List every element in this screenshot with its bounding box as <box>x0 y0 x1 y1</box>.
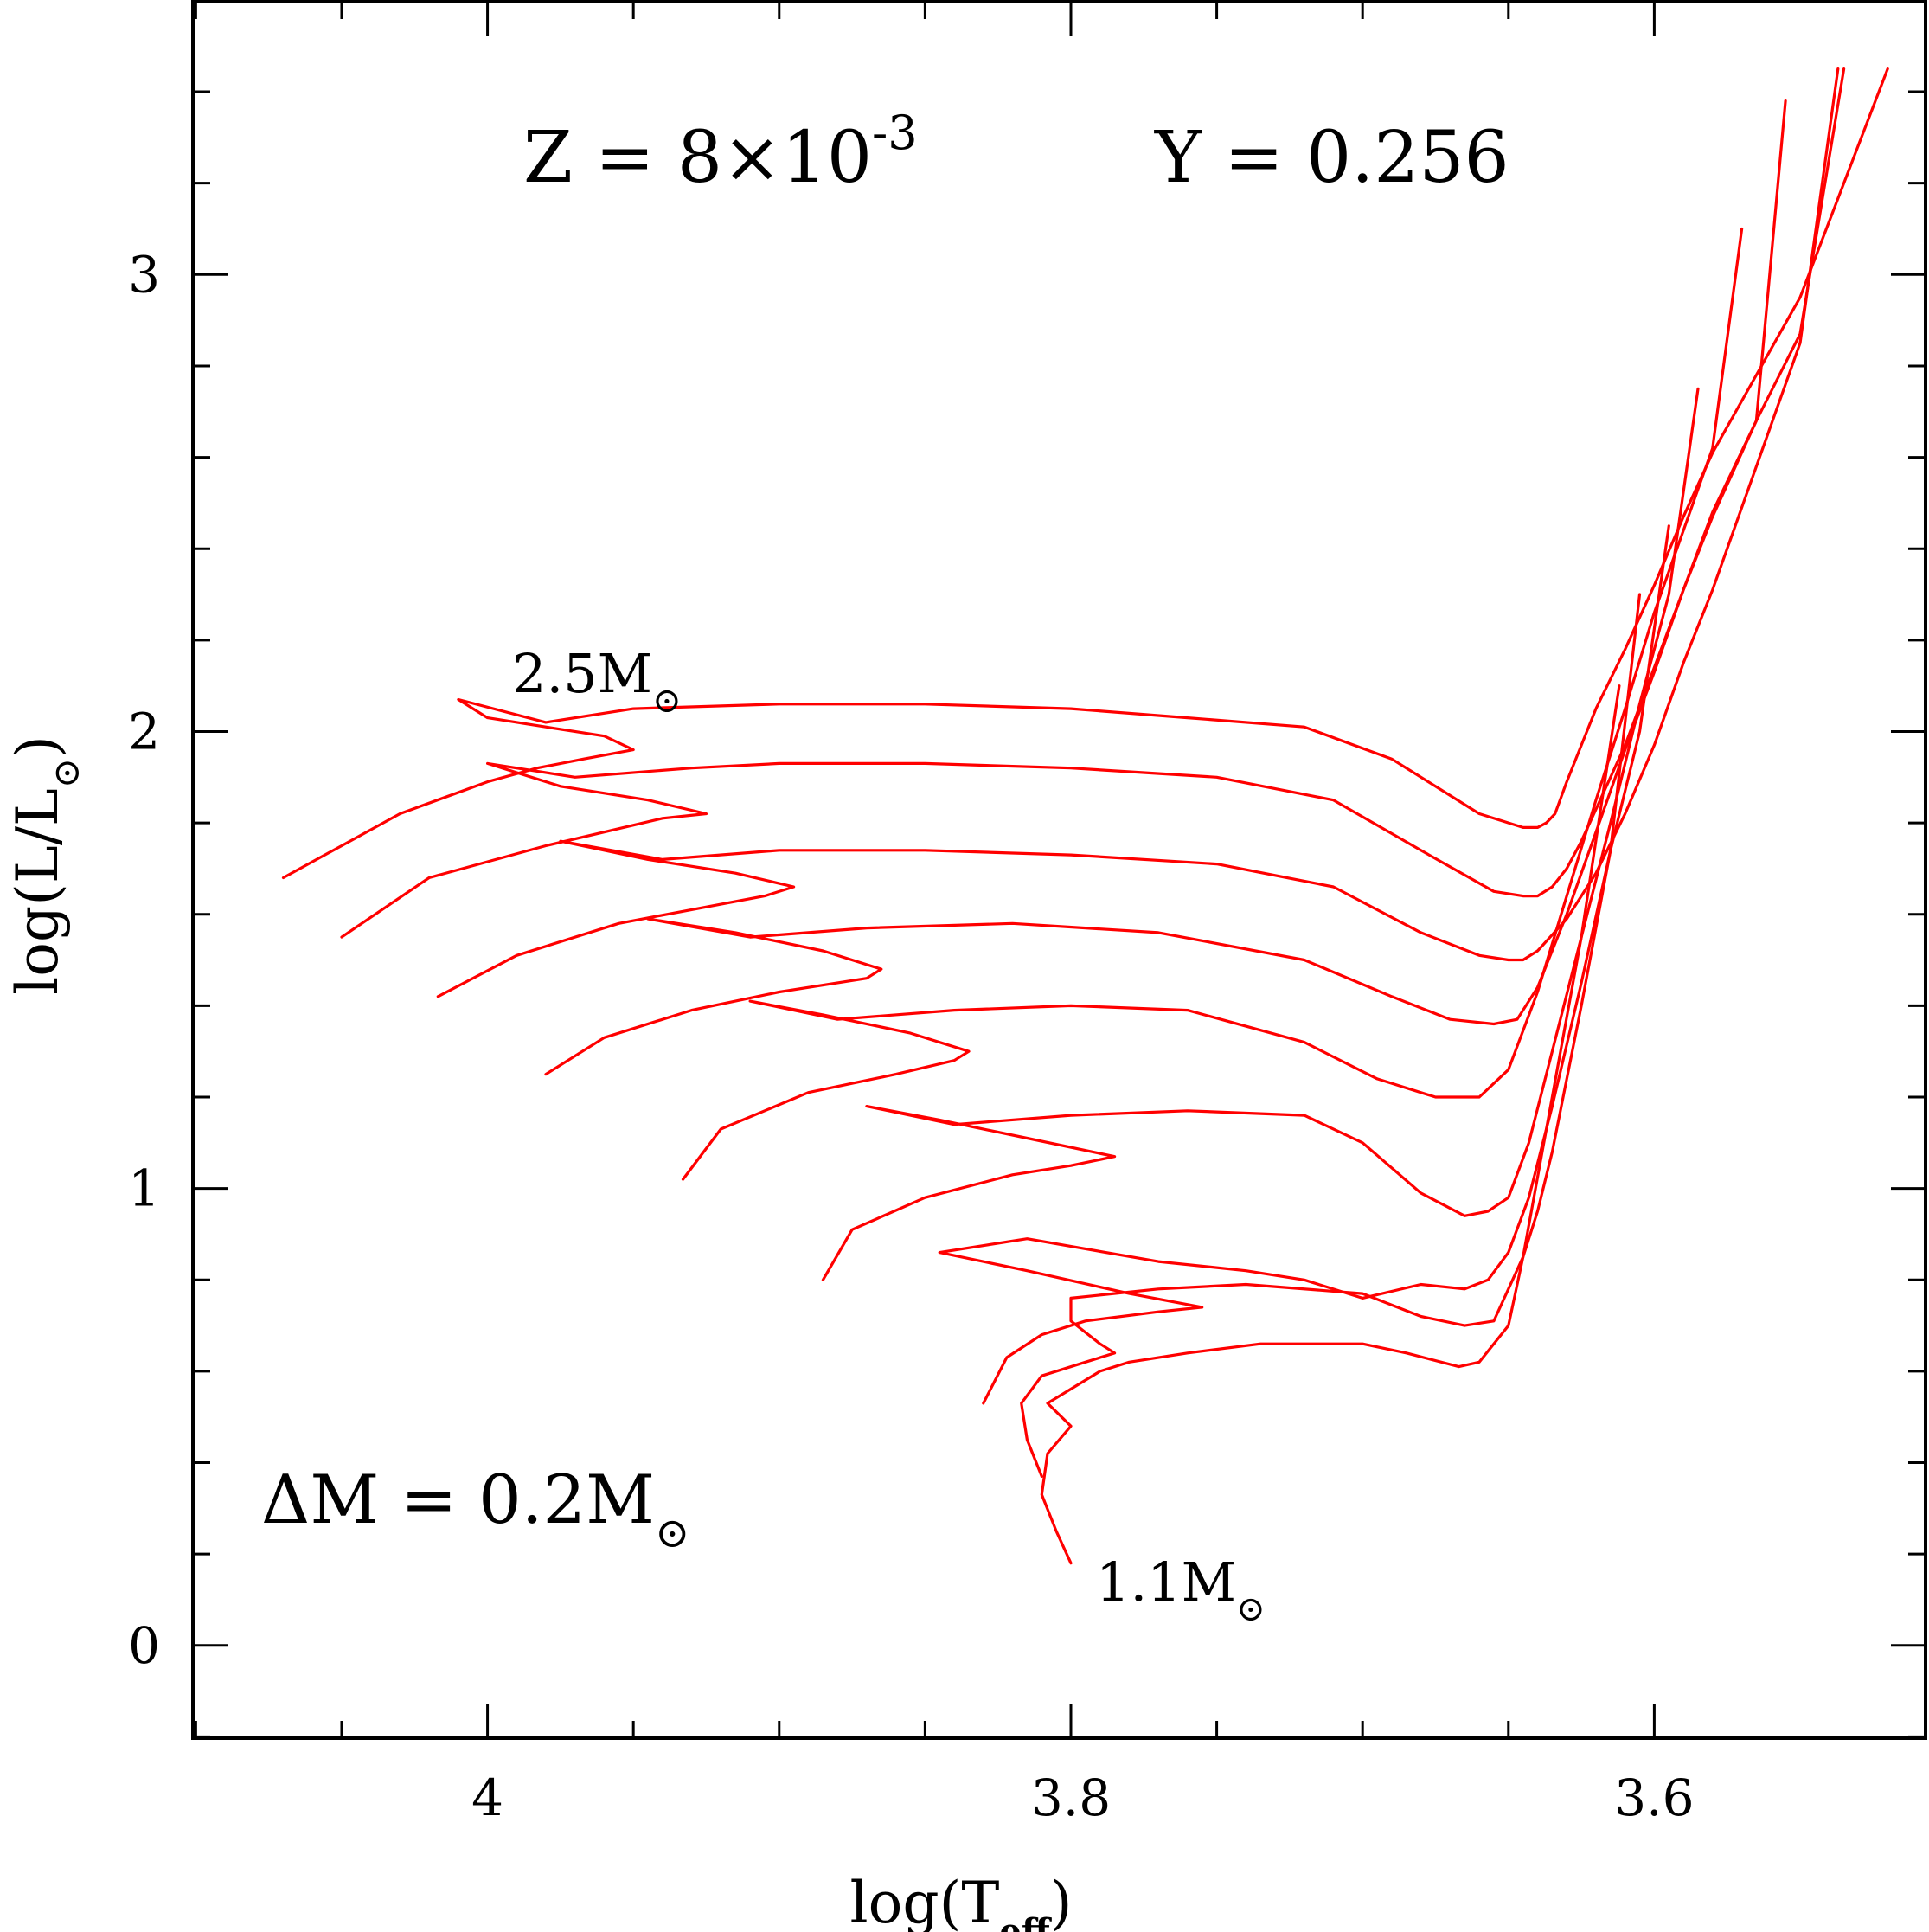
y-tick-label: 3 <box>128 245 160 304</box>
track-2 <box>340 67 1846 939</box>
bottom-mass-label: 1.1M⊙ <box>1096 1550 1266 1629</box>
track-7 <box>938 524 1670 1405</box>
tick-labels: 4 3.8 3.6 0 1 2 3 <box>128 245 1694 1827</box>
z-value: Z = 8×10 <box>523 117 872 199</box>
y-tick-label: 1 <box>128 1159 160 1218</box>
mass-step-value: ΔM = 0.2M <box>261 1461 655 1539</box>
top-mass-value: 2.5M <box>512 642 652 705</box>
track-9 <box>1040 684 1621 1565</box>
track-5 <box>681 227 1744 1181</box>
sun-symbol: ⊙ <box>655 1509 689 1557</box>
sun-symbol: ⊙ <box>652 681 682 721</box>
axis-ticks <box>193 2 1926 1738</box>
mass-step-label: ΔM = 0.2M⊙ <box>261 1461 689 1557</box>
evolutionary-tracks <box>281 67 1889 1565</box>
track-8 <box>1020 593 1642 1478</box>
x-tick-label: 3.8 <box>1031 1768 1111 1827</box>
plot-frame <box>191 0 1927 1740</box>
composition-label: Z = 8×10-3 Y = 0.256 <box>523 106 1509 199</box>
y-value: Y = 0.256 <box>1154 117 1509 199</box>
top-mass-label: 2.5M⊙ <box>512 642 682 721</box>
x-tick-label: 3.6 <box>1614 1768 1694 1827</box>
y-tick-label: 2 <box>128 702 160 761</box>
x-tick-label: 4 <box>471 1768 503 1827</box>
track-3 <box>436 67 1840 998</box>
track-1 <box>281 67 1889 880</box>
sun-symbol: ⊙ <box>1236 1589 1266 1629</box>
bottom-mass-value: 1.1M <box>1096 1550 1236 1614</box>
y-tick-label: 0 <box>128 1616 160 1675</box>
z-exponent: -3 <box>872 106 918 160</box>
